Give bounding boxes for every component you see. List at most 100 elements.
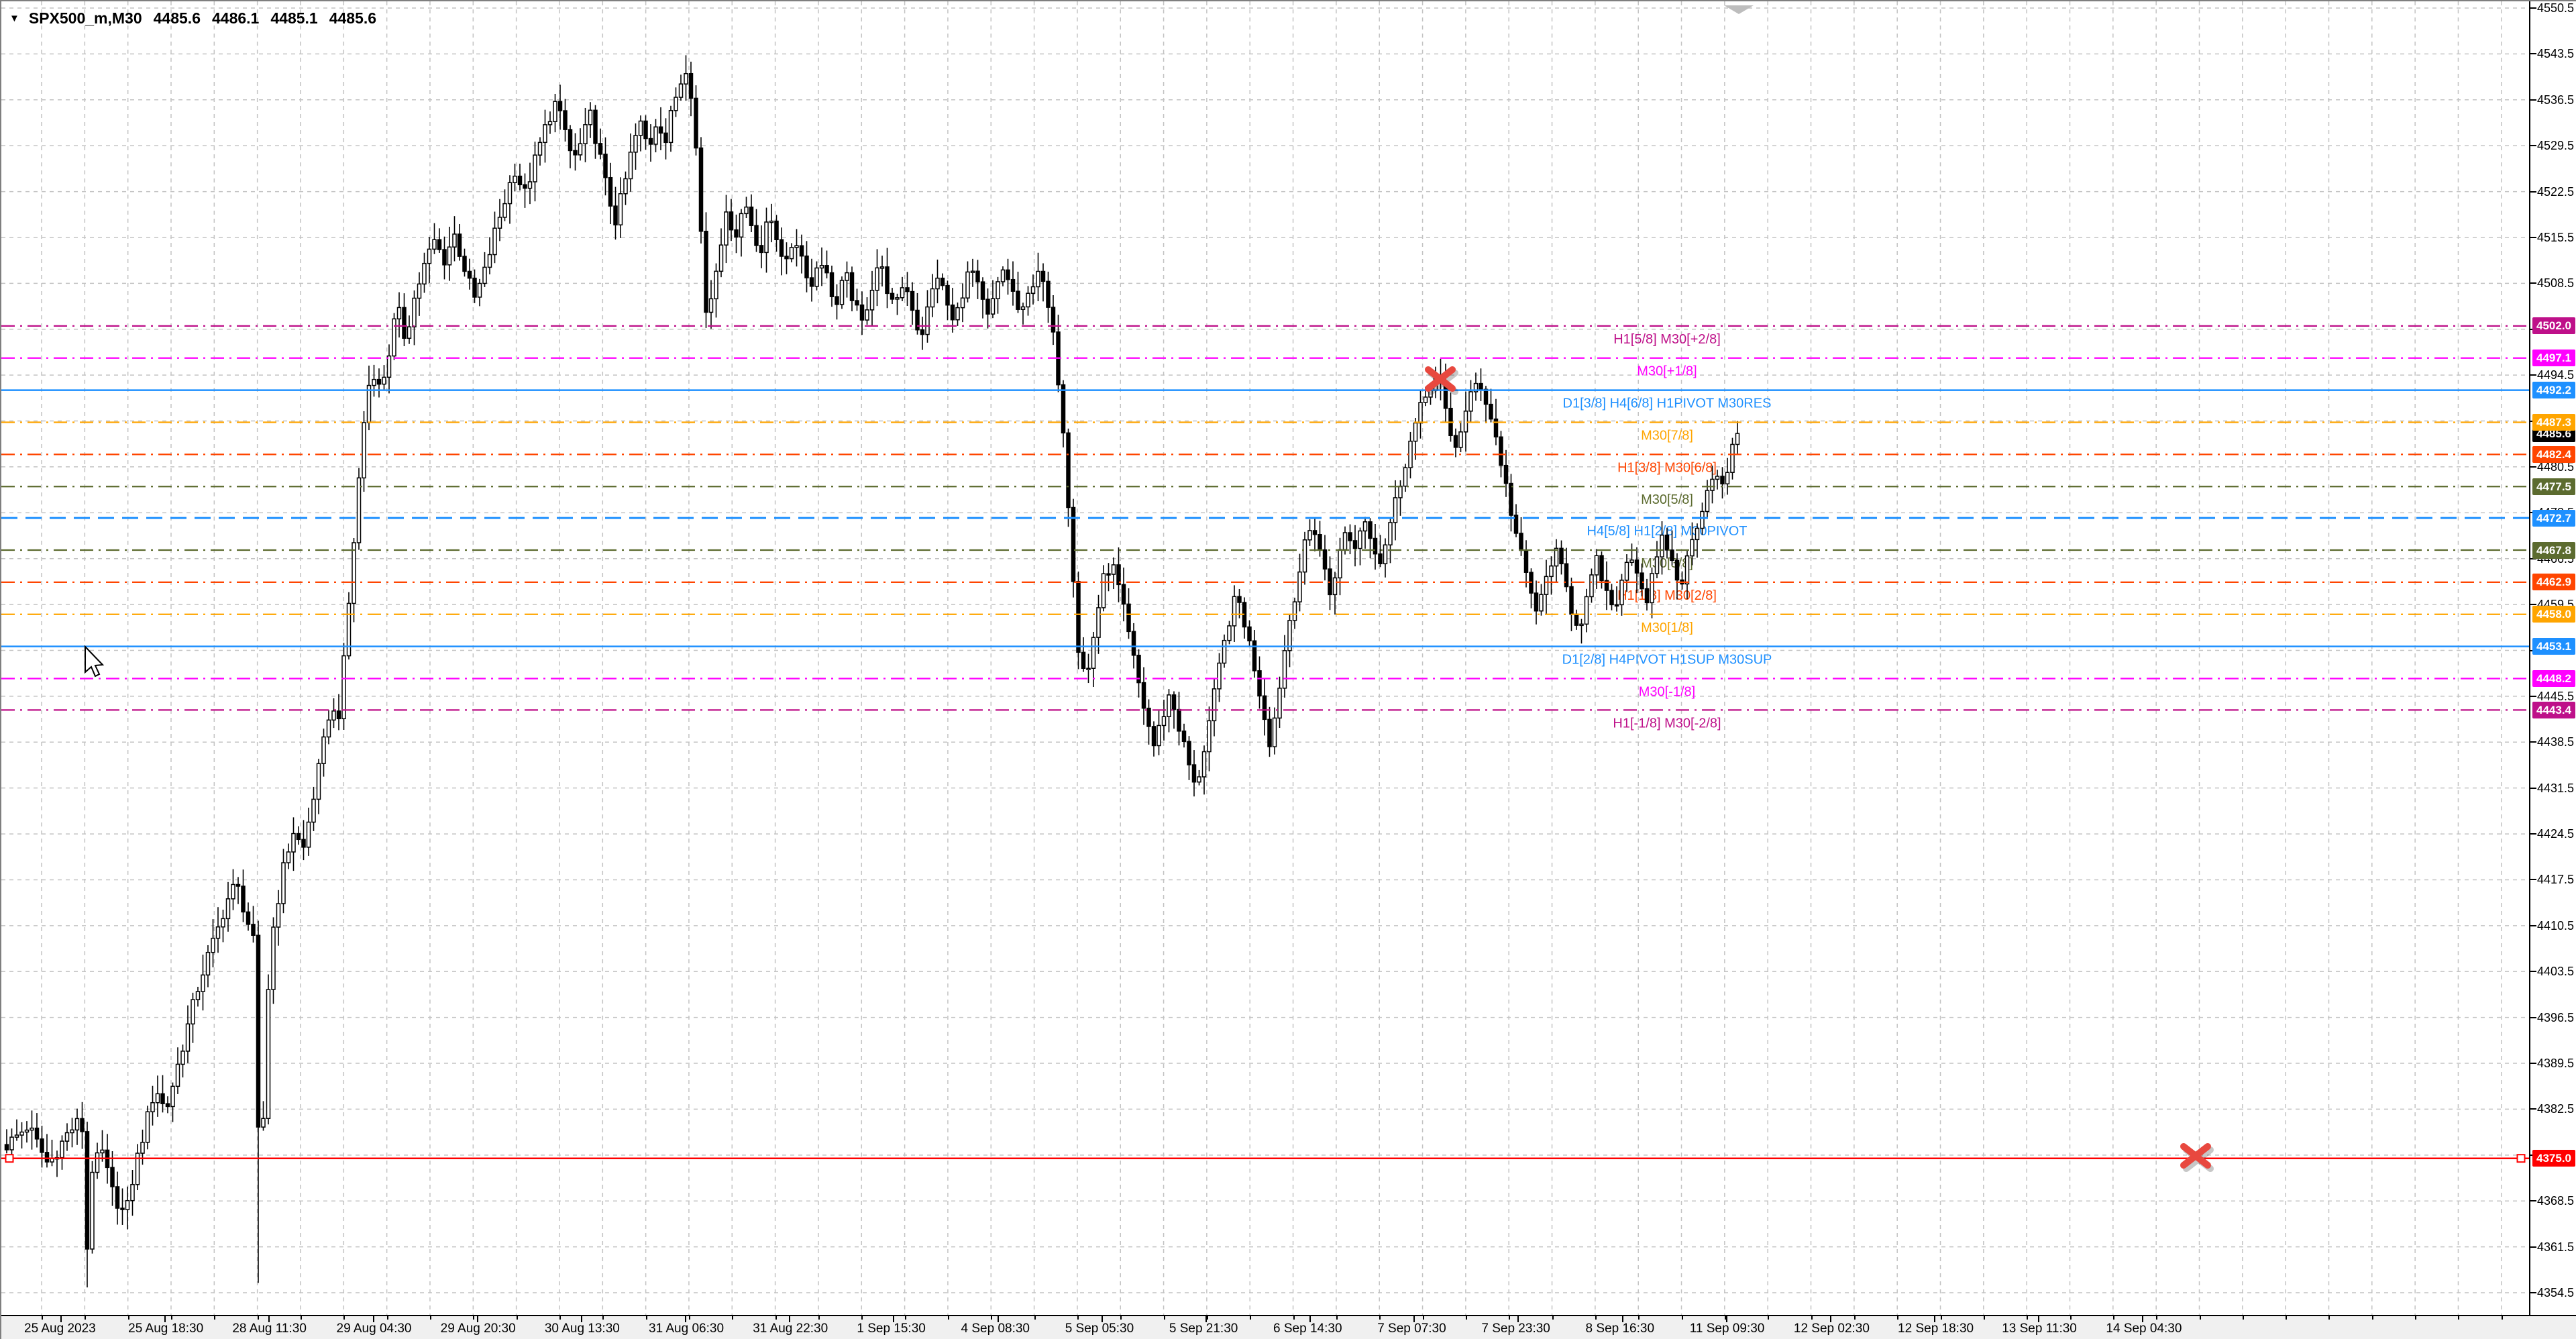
time-minor-tick	[1724, 1316, 1726, 1320]
candle-body	[1493, 418, 1499, 438]
candle-body	[44, 1152, 50, 1163]
red-line-handle[interactable]	[2516, 1154, 2526, 1163]
sell-cross-marker	[2180, 1143, 2214, 1172]
time-major-tick	[1309, 1316, 1311, 1322]
level-price-badge: 4492.2	[2532, 382, 2575, 399]
candle-body	[336, 710, 341, 720]
candle-body	[386, 355, 392, 378]
candle-body	[598, 143, 603, 155]
candle-body	[754, 225, 759, 246]
candle-body	[306, 821, 311, 848]
candle-body	[1539, 594, 1544, 612]
candle-body	[1272, 717, 1277, 747]
level-price-badge: 4482.4	[2532, 445, 2575, 463]
candle-body	[1408, 440, 1413, 468]
collapse-triangle-icon[interactable]: ▼	[9, 13, 19, 24]
candle-body	[523, 184, 527, 189]
time-minor-tick	[1552, 1316, 1554, 1320]
candle-body	[1383, 544, 1388, 565]
candle-body	[1302, 539, 1307, 573]
time-minor-tick	[1034, 1316, 1036, 1320]
candle-body	[1282, 650, 1287, 689]
candle-body	[1554, 547, 1559, 567]
candle-body	[578, 143, 583, 156]
candle-body	[1131, 631, 1136, 656]
candle-body	[1634, 559, 1640, 574]
candle-body	[930, 288, 935, 308]
candle-body	[704, 231, 708, 313]
candle-body	[1312, 530, 1318, 535]
candle-body	[366, 384, 372, 423]
candle-body	[996, 281, 1000, 300]
candle-body	[1499, 436, 1503, 466]
candle-body	[975, 270, 980, 282]
candle-body	[175, 1063, 180, 1087]
candle-body	[492, 227, 497, 256]
time-minor-tick	[732, 1316, 734, 1320]
scroll-position-indicator[interactable]	[1724, 5, 1754, 14]
time-major-tick	[1205, 1316, 1207, 1322]
candle-body	[1599, 555, 1604, 582]
level-price-badge: 4487.3	[2532, 413, 2575, 431]
candle-body	[1705, 490, 1710, 513]
candle-body	[698, 147, 704, 232]
chart-plot-area[interactable]: H1[5/8] M30[+2/8] M30[+1/8] D1[3/8] H4[6/8…	[1, 1, 2529, 1315]
time-major-tick	[789, 1316, 791, 1322]
time-minor-tick	[429, 1316, 431, 1320]
candle-body	[1670, 549, 1674, 561]
candle-body	[1111, 564, 1116, 575]
price-tick-label: 4438.5	[2537, 735, 2575, 749]
candle-body	[1101, 573, 1106, 608]
red-line-handle[interactable]	[5, 1154, 14, 1163]
candle-body	[90, 1171, 95, 1250]
candle-body	[1066, 432, 1071, 508]
candle-body	[1006, 269, 1010, 280]
candle-body	[1644, 588, 1650, 604]
close-value: 4485.6	[329, 9, 377, 27]
time-minor-tick	[1465, 1316, 1467, 1320]
candle-body	[19, 1131, 24, 1136]
time-minor-tick	[127, 1316, 129, 1320]
time-label: 31 Aug 06:30	[649, 1322, 724, 1336]
candle-body	[447, 246, 452, 266]
time-minor-tick	[2328, 1316, 2330, 1320]
time-minor-tick	[1811, 1316, 1813, 1320]
price-axis[interactable]: 4550.5 4543.5 4536.5 4529.5 4522.5 4515.5 4508…	[2529, 1, 2576, 1315]
price-tick-label: 4445.5	[2537, 689, 2575, 703]
candle-body	[739, 213, 744, 238]
candle-body	[653, 126, 658, 145]
level-price-badge: 4458.0	[2532, 606, 2575, 623]
time-major-tick	[1725, 1316, 1727, 1322]
level-label: M30[1/8]	[1641, 621, 1693, 635]
candle-body	[1171, 694, 1177, 710]
candle-body	[165, 1103, 170, 1108]
candle-body	[356, 477, 362, 543]
candle-body	[718, 244, 724, 272]
candle-body	[1036, 270, 1040, 288]
price-tick-label: 4480.5	[2537, 460, 2575, 474]
time-major-tick	[2142, 1316, 2144, 1322]
candle-body	[1026, 292, 1030, 308]
time-label: 5 Sep 21:30	[1169, 1322, 1238, 1336]
time-axis[interactable]: 25 Aug 2023 25 Aug 18:30 28 Aug 11:30 29 Au…	[1, 1315, 2576, 1339]
candle-body	[1020, 306, 1026, 310]
candle-body	[180, 1051, 185, 1065]
candle-body	[1489, 403, 1493, 420]
time-major-tick	[2038, 1316, 2040, 1322]
candle-body	[553, 101, 557, 122]
grid	[1, 1, 2529, 1315]
candle-body	[1191, 764, 1197, 783]
candle-body	[910, 290, 915, 311]
candle-body	[1358, 530, 1362, 549]
candle-body	[547, 121, 553, 125]
candle-body	[1151, 726, 1157, 747]
time-major-tick	[1517, 1316, 1519, 1322]
candle-body	[231, 883, 235, 900]
candle-body	[513, 175, 517, 184]
candle-body	[1106, 573, 1111, 576]
time-minor-tick	[2242, 1316, 2244, 1320]
candle-body	[759, 245, 764, 254]
candle-body	[1715, 476, 1720, 480]
time-minor-tick	[1509, 1316, 1511, 1320]
